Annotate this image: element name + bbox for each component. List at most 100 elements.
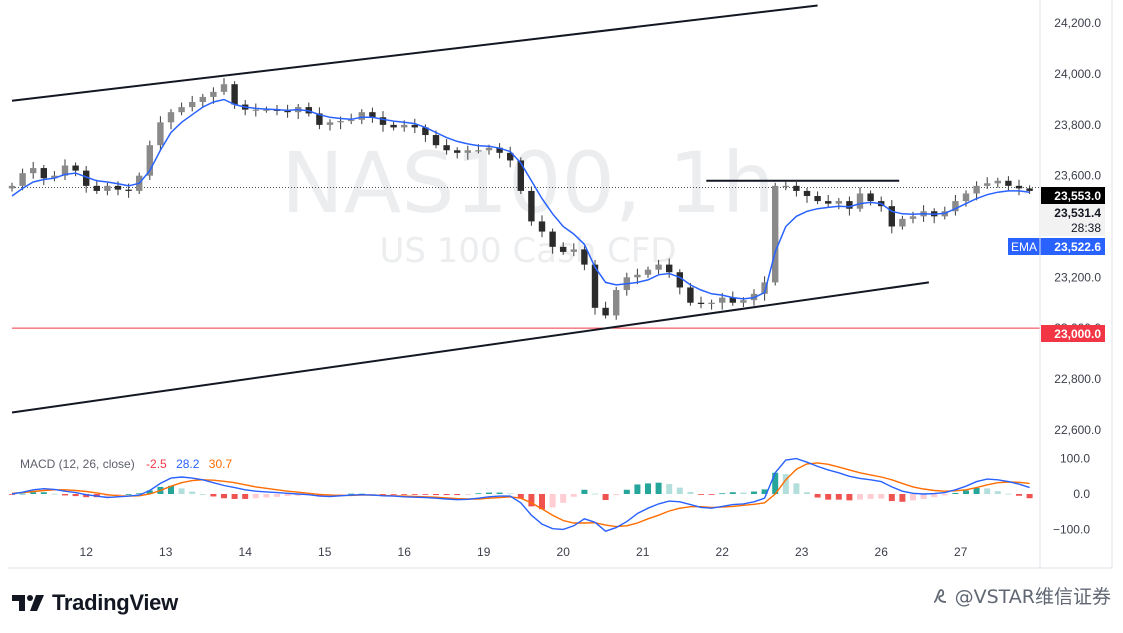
candle-body bbox=[93, 185, 100, 191]
macd-histogram-bar bbox=[411, 494, 418, 495]
candle-body bbox=[220, 84, 228, 92]
candle-body bbox=[61, 165, 69, 176]
macd-histogram-bar bbox=[263, 494, 270, 498]
macd-histogram-bar bbox=[570, 494, 577, 497]
candle-body bbox=[146, 145, 153, 176]
time-tick-label: 26 bbox=[875, 545, 889, 559]
candle-body bbox=[316, 113, 323, 125]
macd-histogram-bar bbox=[136, 493, 143, 495]
candle-body bbox=[507, 152, 514, 161]
candle-body bbox=[1005, 180, 1012, 186]
candle-body bbox=[719, 297, 726, 303]
candle-body bbox=[475, 150, 482, 152]
time-tick-label: 20 bbox=[557, 545, 571, 559]
candle-body bbox=[962, 193, 970, 202]
candle-body bbox=[666, 264, 673, 273]
trendlines[interactable] bbox=[11, 4, 930, 414]
price-chart[interactable]: NAS100, 1h US 100 Cash CFD MACD (12, 26,… bbox=[0, 0, 1123, 575]
tradingview-logo[interactable]: TradingView bbox=[12, 590, 178, 616]
macd-histogram-bar bbox=[486, 492, 492, 494]
macd-axis: 100.0 0.0 −100.0 bbox=[1053, 452, 1090, 537]
macd-histogram-bar bbox=[517, 494, 524, 499]
chart-frame: NAS100, 1h US 100 Cash CFD MACD (12, 26,… bbox=[0, 0, 1123, 575]
macd-histogram-bar bbox=[72, 494, 79, 497]
candle-body bbox=[464, 150, 471, 153]
macd-histogram-bar bbox=[528, 494, 535, 507]
macd-histogram-bar bbox=[9, 494, 15, 495]
macd-histogram-bar bbox=[857, 494, 863, 500]
macd-histogram-bar bbox=[804, 492, 810, 494]
candle-body bbox=[379, 117, 387, 125]
macd-histogram-bar bbox=[645, 483, 651, 494]
macd-histogram-bar bbox=[984, 488, 991, 494]
macd-histogram-bar bbox=[581, 489, 588, 494]
macd-histogram-bar bbox=[348, 493, 355, 495]
candle-body bbox=[888, 206, 895, 227]
candle-body bbox=[952, 201, 959, 212]
candle-body bbox=[83, 170, 90, 186]
macd-histogram-bar bbox=[252, 494, 259, 499]
candle-body bbox=[655, 264, 662, 270]
macd-histogram-bar bbox=[698, 494, 704, 495]
macd-histogram-bar bbox=[878, 494, 885, 499]
lower-channel-line[interactable] bbox=[11, 281, 930, 414]
wechat-channel-icon bbox=[933, 588, 946, 603]
macd-histogram-bar bbox=[1026, 494, 1033, 499]
candle-body bbox=[189, 102, 196, 108]
macd-histogram-bar bbox=[199, 494, 206, 495]
candle-body bbox=[867, 193, 874, 202]
macd-histogram-bar bbox=[422, 494, 429, 495]
time-tick-label: 21 bbox=[636, 545, 650, 559]
candle-body bbox=[825, 201, 832, 204]
macd-histogram-bar bbox=[814, 494, 821, 498]
macd-histogram-bar bbox=[40, 492, 47, 494]
last-price-label: 23,553.0 bbox=[1054, 189, 1101, 203]
macd-signal-line bbox=[11, 462, 1030, 528]
svg-text:MACD (12, 26, close) -2.: MACD (12, 26, close) -2.5 28.2 30.7 bbox=[20, 457, 232, 471]
upper-channel-line[interactable] bbox=[11, 4, 818, 102]
macd-legend-label: MACD (12, 26, close) bbox=[20, 457, 135, 471]
macd-histogram-bar bbox=[729, 492, 736, 494]
macd-histogram-bar bbox=[189, 491, 196, 494]
price-tick-label: 24,000.0 bbox=[1054, 67, 1101, 81]
candle-body bbox=[814, 196, 821, 202]
candle-body bbox=[210, 91, 217, 97]
macd-histogram-bar bbox=[899, 494, 906, 502]
candle-body bbox=[1026, 188, 1033, 191]
macd-histogram-bar bbox=[666, 484, 673, 494]
macd-histogram-bar bbox=[623, 489, 630, 494]
candle-body bbox=[560, 246, 567, 252]
macd-histogram-bar bbox=[242, 494, 249, 499]
macd-histogram-bar bbox=[708, 494, 715, 495]
time-axis[interactable]: 12 13 14 15 16 19 20 21 22 23 26 27 bbox=[80, 545, 968, 559]
candle-body bbox=[729, 297, 736, 303]
macd-histogram-bar bbox=[825, 494, 832, 500]
candle-body bbox=[326, 122, 334, 125]
macd-legend-hist: -2.5 bbox=[146, 457, 167, 471]
macd-histogram-bar bbox=[687, 491, 694, 494]
macd-histogram-bar bbox=[62, 494, 68, 496]
candle-body bbox=[793, 185, 800, 191]
candle-body bbox=[538, 221, 546, 232]
candle-body bbox=[634, 274, 641, 278]
macd-histogram-bar bbox=[221, 494, 227, 499]
macd-histogram-bar bbox=[963, 490, 969, 494]
candle-body bbox=[422, 127, 429, 136]
current-price-tag: 23,531.4 28:38 bbox=[1041, 204, 1105, 236]
macd-histogram-bar bbox=[390, 494, 397, 495]
macd-histogram-bar bbox=[30, 492, 37, 494]
price-tick-label: 22,600.0 bbox=[1054, 423, 1101, 437]
ema-line bbox=[11, 98, 1030, 300]
macd-histogram-bar bbox=[337, 494, 344, 495]
footer: TradingView @VSTAR维信证券 bbox=[0, 578, 1123, 633]
ema-tag-name: EMA bbox=[1011, 240, 1037, 254]
watermark-subtitle: US 100 Cash CFD bbox=[379, 231, 676, 271]
time-tick-label: 23 bbox=[795, 545, 809, 559]
candle-body bbox=[740, 300, 747, 303]
macd-histogram-bar bbox=[920, 494, 927, 499]
macd-histogram-bar bbox=[867, 494, 874, 499]
candle-body bbox=[984, 183, 991, 186]
macd-panel bbox=[9, 457, 1033, 532]
macd-line bbox=[11, 457, 1030, 532]
credit-text: @VSTAR维信证券 bbox=[954, 586, 1111, 608]
